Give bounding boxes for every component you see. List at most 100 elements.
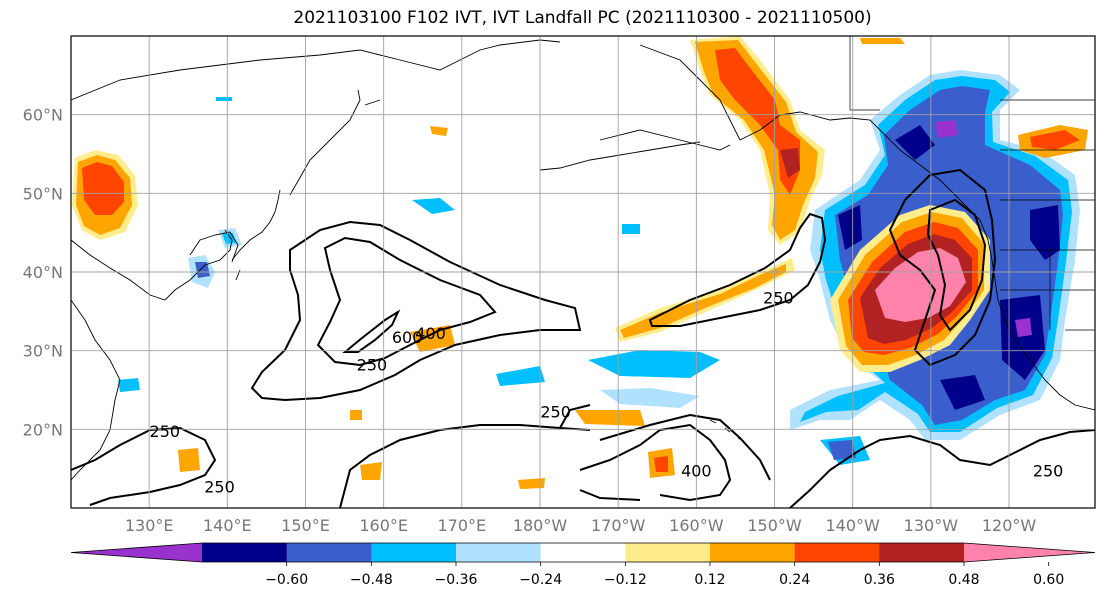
state-borders [849, 36, 1095, 331]
colorbar-tick-label: −0.48 [350, 572, 393, 588]
colorbar-extend-max [964, 543, 1095, 562]
contour-label: 250 [763, 288, 794, 307]
x-tick-label: 160°W [669, 516, 724, 535]
shade-lightblue [600, 388, 700, 408]
shade-cyan [216, 97, 232, 101]
x-tick-label: 140°E [203, 516, 252, 535]
shade-cyan [588, 350, 720, 378]
contour-label: 600 [392, 328, 423, 347]
colorbar-tick-label: 0.48 [948, 572, 979, 588]
ivt-contour-400-subtrop [579, 423, 732, 502]
shade-navy [940, 375, 985, 410]
colorbar-segment [202, 543, 288, 562]
y-axis-ticks: 20°N 30°N 40°N 50°N 60°N [23, 106, 63, 440]
colorbar-segment [456, 543, 542, 562]
ivt-contours [71, 168, 1095, 508]
shade-cyan [496, 366, 545, 386]
x-tick-label: 130°E [125, 516, 174, 535]
ivt-contour-250-subtrop-b [339, 404, 591, 508]
shade-navy [838, 205, 862, 250]
contour-label: 250 [204, 477, 235, 496]
shade-red [654, 456, 668, 472]
shade-crimson [780, 148, 800, 178]
x-axis-ticks: 130°E 140°E 150°E 160°E 170°E 180°W 170°W 160°W… [125, 516, 1037, 535]
contour-label: 250 [150, 422, 181, 441]
shade-orange [410, 325, 455, 352]
x-tick-label: 150°W [747, 516, 802, 535]
shade-purple [1015, 318, 1032, 337]
shade-navy [1000, 295, 1045, 380]
y-tick-label: 60°N [23, 106, 63, 125]
colorbar-segment [625, 543, 711, 562]
contour-label: 250 [540, 403, 571, 422]
coastline-alaska [599, 44, 881, 151]
shade-orange [178, 448, 200, 472]
colorbar-tick-label: −0.36 [435, 572, 478, 588]
contour-label: 250 [1033, 462, 1064, 481]
contour-label: 250 [357, 355, 388, 374]
colorbar-ticks: −0.60 −0.48 −0.36 −0.24 −0.12 0.12 0.24 0.36 0.4… [265, 562, 1064, 588]
shade-orange [518, 478, 545, 489]
shade-red [1030, 130, 1080, 150]
y-tick-label: 50°N [23, 184, 63, 203]
colorbar-segment [540, 543, 626, 562]
x-tick-label: 170°W [591, 516, 646, 535]
shade-navy [1030, 205, 1060, 260]
shade-pink [875, 248, 966, 322]
colorbar-tick-label: 0.36 [864, 572, 895, 588]
shade-cyan [412, 198, 455, 214]
coastline-aleutians [539, 141, 701, 171]
y-tick-label: 30°N [23, 342, 63, 361]
ivt-contour-600-west [342, 309, 401, 353]
contour-label: 400 [681, 462, 712, 481]
x-tick-label: 180°W [513, 516, 568, 535]
shade-purple [935, 120, 958, 138]
colorbar-tick-label: 0.12 [694, 572, 725, 588]
colorbar-segment [794, 543, 880, 562]
shade-red [715, 48, 800, 195]
chart-title: 2021103100 F102 IVT, IVT Landfall PC (20… [293, 8, 872, 28]
colorbar [70, 542, 1096, 563]
coastline-korea [189, 231, 239, 263]
ivt-contour-250-band [648, 212, 827, 327]
y-tick-label: 20°N [23, 420, 63, 439]
x-tick-label: 150°E [281, 516, 330, 535]
shade-navy [895, 125, 935, 160]
colorbar-tick-label: −0.24 [519, 572, 562, 588]
shade-cyan [118, 378, 140, 392]
contour-label: 400 [415, 324, 446, 343]
colorbar-extend-min [71, 543, 202, 562]
ivt-contour-250-east2 [599, 413, 771, 481]
coastline-kamchatka [289, 89, 381, 196]
map-frame [70, 35, 1096, 509]
colorbar-segment [371, 543, 457, 562]
colorbar-tick-label: −0.60 [265, 572, 308, 588]
colorbar-tick-label: −0.12 [604, 572, 647, 588]
ivt-contour-250-coast [888, 168, 997, 367]
colorbar-tick-label: 0.24 [779, 572, 810, 588]
ivt-contour-250-west [250, 220, 582, 402]
x-tick-label: 170°E [438, 516, 487, 535]
pc-anomaly-shading [72, 36, 1088, 489]
x-tick-label: 160°E [359, 516, 408, 535]
x-tick-label: 140°W [825, 516, 880, 535]
coastline-asia [71, 229, 233, 481]
shade-orange [360, 462, 382, 480]
shade-orange [620, 264, 786, 338]
shade-blue [828, 440, 856, 460]
ivt-contour-400-west [316, 236, 497, 367]
ivt-contour-400-coast [926, 198, 987, 332]
colorbar-segment [879, 543, 965, 562]
x-tick-label: 130°W [904, 516, 959, 535]
shade-orange [575, 410, 645, 426]
ivt-contour-250-east [789, 429, 1095, 508]
shade-blue [195, 262, 210, 278]
colorbar-tick-label: 0.60 [1033, 572, 1064, 588]
y-tick-label: 40°N [23, 263, 63, 282]
colorbar-segment [710, 543, 796, 562]
shade-orange [430, 126, 448, 136]
colorbar-outline [70, 542, 1096, 563]
shade-red [82, 162, 124, 215]
